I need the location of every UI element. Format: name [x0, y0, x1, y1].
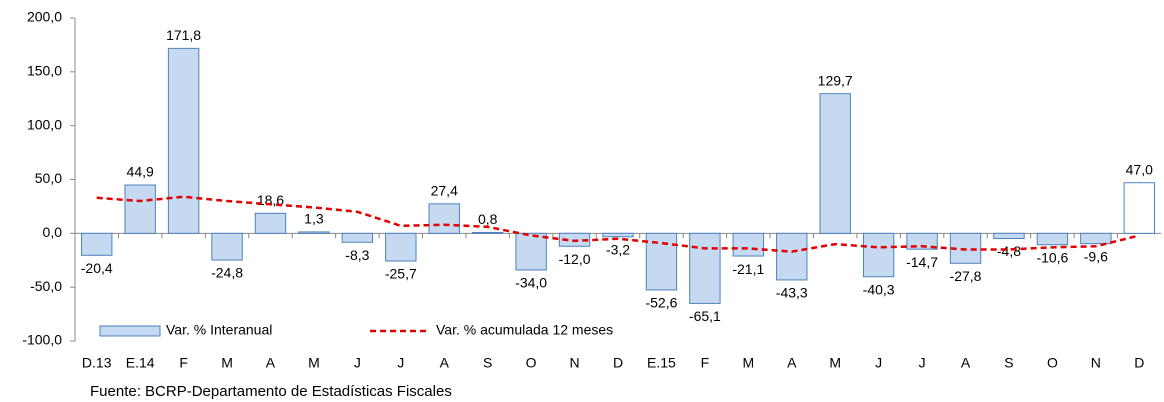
data-label: 171,8 — [166, 27, 201, 43]
data-label: 27,4 — [431, 183, 458, 199]
bar — [602, 232, 634, 238]
x-tick-label: J — [397, 355, 404, 371]
data-label: -12,0 — [559, 251, 591, 267]
legend-swatch — [99, 325, 161, 337]
bar — [515, 232, 547, 271]
x-tick-label: O — [1047, 355, 1058, 371]
x-tick-label: O — [526, 355, 537, 371]
x-tick-label: F — [179, 355, 188, 371]
x-tick-label: D — [613, 355, 623, 371]
bar — [1036, 232, 1069, 246]
data-label: -20,4 — [81, 260, 113, 276]
data-label: -25,7 — [385, 266, 417, 282]
x-tick-label: F — [701, 355, 710, 371]
legend-label: Var. % acumulada 12 meses — [436, 322, 613, 338]
bar — [689, 232, 721, 304]
data-label: 129,7 — [818, 72, 853, 88]
bar — [776, 232, 808, 281]
x-tick-label: S — [1004, 355, 1013, 371]
data-label: -4,8 — [997, 243, 1021, 259]
data-label: -27,8 — [950, 268, 982, 284]
bar — [819, 93, 851, 234]
y-tick-label: 150,0 — [27, 63, 62, 79]
bar — [167, 47, 200, 234]
x-tick-label: D — [1134, 355, 1144, 371]
bar — [1123, 182, 1155, 234]
source-note: Fuente: BCRP-Departamento de Estadística… — [90, 383, 452, 400]
bar — [471, 231, 504, 234]
legend-label: Var. % Interanual — [166, 322, 272, 338]
data-label: -43,3 — [776, 285, 808, 301]
y-tick-label: 0,0 — [43, 224, 63, 240]
x-tick-label: M — [308, 355, 320, 371]
bar — [862, 232, 895, 278]
y-tick-label: -100,0 — [22, 332, 62, 348]
x-tick-label: M — [742, 355, 754, 371]
x-tick-label: A — [961, 355, 971, 371]
x-tick-label: N — [569, 355, 579, 371]
data-label: 47,0 — [1126, 161, 1153, 177]
x-tick-label: E.15 — [647, 355, 676, 371]
data-label: -8,3 — [345, 247, 369, 263]
y-tick-label: 100,0 — [27, 116, 62, 132]
x-tick-label: E.14 — [126, 355, 155, 371]
x-tick-label: M — [829, 355, 841, 371]
data-label: -24,8 — [211, 265, 243, 281]
line-series — [96, 195, 1140, 253]
x-tick-label: A — [440, 355, 450, 371]
x-tick-label: D.13 — [82, 355, 112, 371]
y-tick-label: -50,0 — [30, 278, 62, 294]
x-tick-label: M — [221, 355, 233, 371]
data-label: 1,3 — [304, 211, 324, 227]
data-label: -3,2 — [606, 241, 630, 257]
x-tick-label: J — [919, 355, 926, 371]
bar — [385, 232, 417, 262]
data-label: 44,9 — [127, 164, 154, 180]
data-label: -52,6 — [645, 295, 677, 311]
x-tick-label: J — [875, 355, 882, 371]
x-tick-label: A — [266, 355, 276, 371]
bar — [298, 231, 330, 234]
data-label: 0,8 — [478, 211, 498, 227]
data-label: -14,7 — [906, 254, 938, 270]
bar — [993, 232, 1025, 240]
x-tick-label: N — [1091, 355, 1101, 371]
data-label: -40,3 — [863, 281, 895, 297]
data-label: -65,1 — [689, 308, 721, 324]
data-label: -10,6 — [1036, 249, 1068, 265]
x-tick-label: S — [483, 355, 492, 371]
bar — [645, 232, 678, 291]
bar — [732, 232, 765, 257]
data-label: -21,1 — [732, 261, 764, 277]
bar — [341, 232, 374, 243]
bar — [211, 232, 243, 261]
bar — [1080, 232, 1112, 245]
bar — [428, 203, 460, 234]
x-tick-label: A — [787, 355, 797, 371]
bar — [254, 212, 287, 234]
data-label: -9,6 — [1084, 248, 1108, 264]
data-label: -34,0 — [515, 275, 547, 291]
bar — [81, 232, 113, 256]
y-tick-label: 50,0 — [35, 170, 62, 186]
bar — [124, 184, 156, 234]
x-tick-label: J — [354, 355, 361, 371]
y-tick-label: 200,0 — [27, 9, 62, 25]
